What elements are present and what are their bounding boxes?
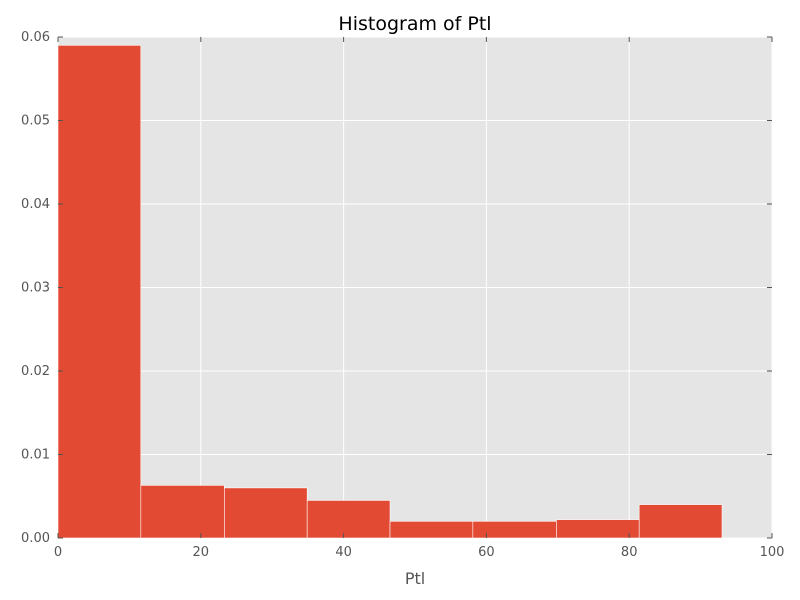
x-tick-label: 40 xyxy=(335,545,352,560)
x-tick-label: 20 xyxy=(193,545,210,560)
histogram-bar xyxy=(389,520,474,539)
histogram-bar xyxy=(57,45,142,539)
y-tick-label: 0.04 xyxy=(21,197,50,212)
y-tick-label: 0.01 xyxy=(21,448,50,463)
histogram-bar xyxy=(556,519,640,539)
histogram-bar xyxy=(140,485,225,539)
histogram-bar xyxy=(306,500,391,539)
x-tick-label: 80 xyxy=(621,545,638,560)
x-axis-label: Ptl xyxy=(405,569,425,588)
x-tick-label: 60 xyxy=(478,545,495,560)
grid-lines xyxy=(57,36,773,539)
y-tick-label: 0.02 xyxy=(21,364,50,379)
histogram-bar xyxy=(638,504,723,539)
y-tick-label: 0.06 xyxy=(21,30,50,45)
x-tick-labels: 0 20 40 60 80 100 xyxy=(54,545,785,560)
axis-ticks xyxy=(57,36,773,539)
y-tick-label: 0.05 xyxy=(21,114,50,129)
histogram-bar xyxy=(472,520,557,539)
y-tick-label: 0.03 xyxy=(21,281,50,296)
chart-title: Histogram of Ptl xyxy=(338,13,491,35)
x-tick-label: 0 xyxy=(54,545,62,560)
x-tick-label: 100 xyxy=(760,545,785,560)
y-tick-label: 0.00 xyxy=(21,531,50,546)
histogram-bar xyxy=(224,487,308,539)
histogram-bars xyxy=(57,45,723,539)
y-tick-labels: 0.00 0.01 0.02 0.03 0.04 0.05 0.06 xyxy=(21,30,50,546)
